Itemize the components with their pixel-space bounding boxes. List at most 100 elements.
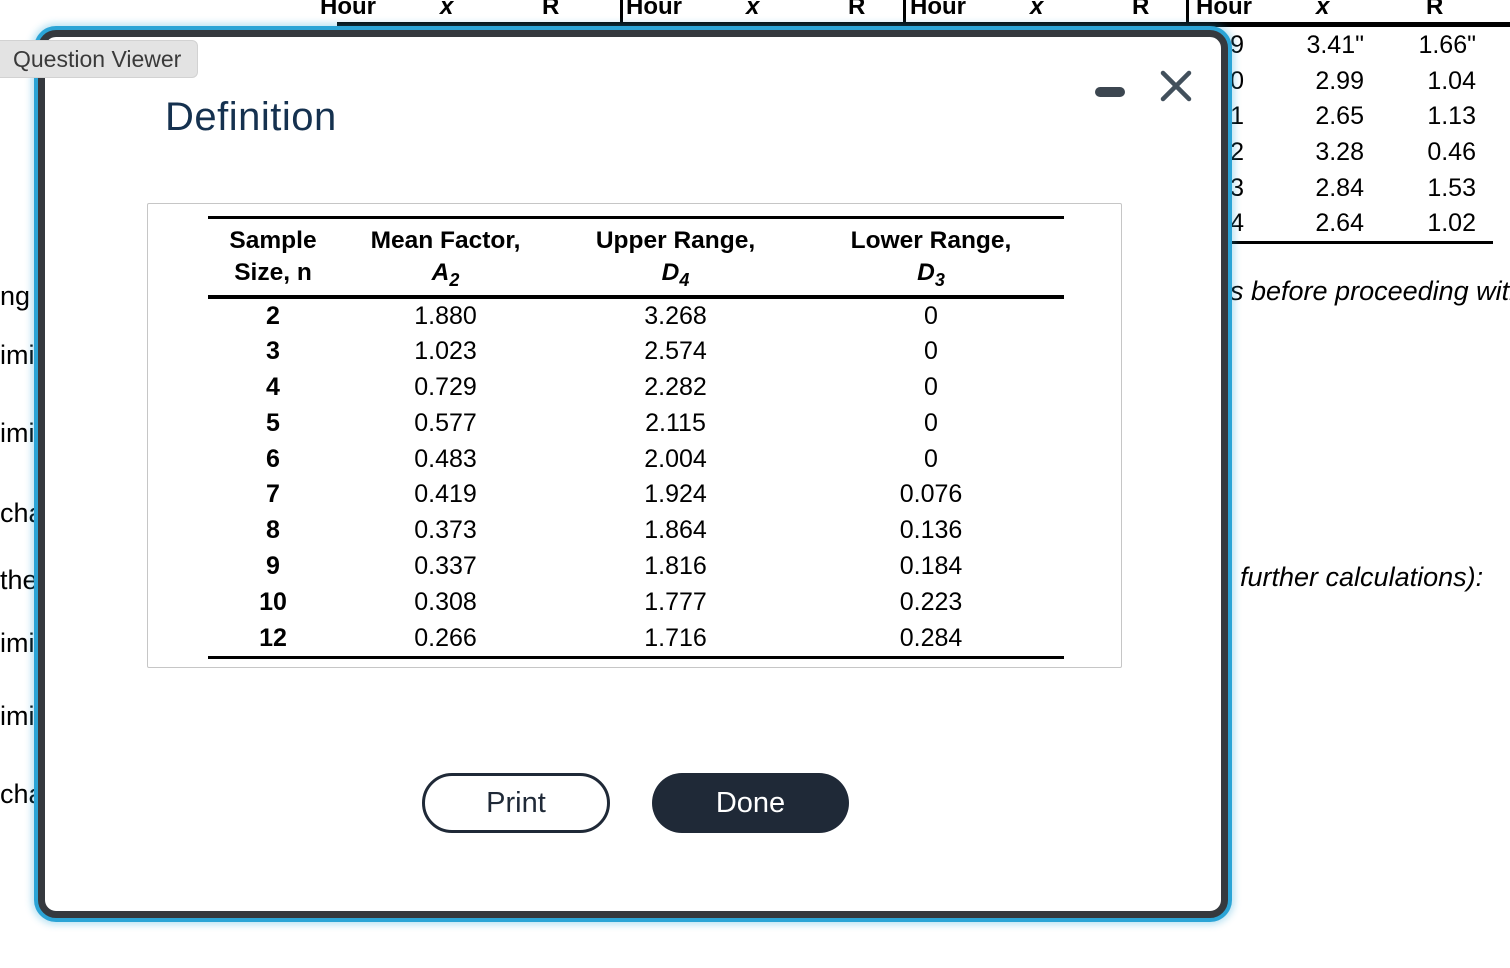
xbar-value: 3.28 <box>1315 138 1364 167</box>
minimize-icon[interactable] <box>1095 87 1125 97</box>
cell-sample-size: 5 <box>266 408 280 437</box>
constants-table-card: Sample Size, n Mean Factor, A2 Upper Ran… <box>147 203 1122 668</box>
range-value: 1.66" <box>1418 31 1476 59</box>
bg-instruction-text: further calculations): <box>1240 562 1484 592</box>
constants-table-header: Sample Size, n Mean Factor, A2 Upper Ran… <box>208 219 1064 295</box>
hour-value: 1 <box>1230 102 1244 131</box>
hour-value: 0 <box>1230 66 1244 95</box>
table-row: 10 0.308 1.777 0.223 <box>208 585 1064 621</box>
cell-upper-range: 1.816 <box>644 552 707 581</box>
bg-data-row: 3 2.84 1.53 <box>1224 171 1476 207</box>
cell-lower-range: 0 <box>924 444 938 473</box>
range-header: R <box>1132 0 1150 20</box>
cell-mean-factor: 0.266 <box>414 623 477 652</box>
cell-lower-range: 0.284 <box>899 623 963 652</box>
constants-table-body: 2 1.880 3.268 0 3 1.023 2.574 0 <box>208 299 1064 657</box>
xbar-value: 2.65 <box>1315 102 1364 131</box>
xbar-value: 2.99 <box>1315 66 1364 95</box>
bg-column-divider <box>1186 0 1189 28</box>
definition-dialog: Definition Sample Size, n Mean Factor, A <box>38 30 1228 918</box>
cell-sample-size: 7 <box>266 480 280 509</box>
bg-column-divider <box>903 0 906 28</box>
cell-upper-range: 1.864 <box>644 516 707 545</box>
xbar-value: 2.84 <box>1315 173 1364 202</box>
range-value: 1.04 <box>1427 66 1476 95</box>
table-rule <box>208 216 1064 219</box>
range-header: R <box>542 0 560 20</box>
range-value: 1.53 <box>1427 173 1476 202</box>
bg-text-fragment: the <box>0 565 38 595</box>
cell-lower-range: 0.076 <box>899 480 963 509</box>
table-row: 7 0.419 1.924 0.076 <box>208 477 1064 513</box>
range-value: 1.13 <box>1427 102 1476 131</box>
cell-sample-size: 6 <box>266 444 280 473</box>
cell-mean-factor: 0.729 <box>414 373 477 402</box>
cell-mean-factor: 0.373 <box>414 516 477 545</box>
cell-mean-factor: 0.308 <box>414 587 477 616</box>
bg-data-row: 2 3.28 0.46 <box>1224 135 1476 171</box>
xbar-header: x̄ <box>440 0 454 20</box>
bg-data-row: 4 2.64 1.02 <box>1224 206 1476 242</box>
hour-value: 4 <box>1230 209 1244 238</box>
table-rule <box>208 294 1064 299</box>
print-button[interactable]: Print <box>422 773 610 833</box>
bg-data-table: 9 3.41" 1.66" 0 2.99 1.04 1 2.65 1.13 2 … <box>1224 28 1476 242</box>
hour-header: Hour <box>910 0 966 20</box>
table-row: 8 0.373 1.864 0.136 <box>208 513 1064 549</box>
cell-mean-factor: 1.880 <box>414 301 477 330</box>
xbar-header: x̄ <box>1030 0 1044 20</box>
cell-mean-factor: 0.577 <box>414 408 477 437</box>
cell-sample-size: 8 <box>266 516 280 545</box>
close-icon[interactable] <box>1158 68 1194 104</box>
table-row: 9 0.337 1.816 0.184 <box>208 549 1064 585</box>
hour-header: Hour <box>626 0 682 20</box>
hour-value: 2 <box>1230 138 1244 167</box>
bg-text-fragment: cha <box>0 498 44 528</box>
cell-lower-range: 0 <box>924 373 938 402</box>
table-row: 12 0.266 1.716 0.284 <box>208 621 1064 657</box>
hour-value: 9 <box>1230 31 1244 59</box>
cell-mean-factor: 0.337 <box>414 552 477 581</box>
bg-text-fragment: imit <box>0 418 42 448</box>
bg-text-fragment: imit <box>0 340 42 370</box>
cell-lower-range: 0 <box>924 301 938 330</box>
cell-lower-range: 0.223 <box>899 587 963 616</box>
bg-table-bottom-rule <box>1232 241 1493 244</box>
bg-data-row: 1 2.65 1.13 <box>1224 99 1476 135</box>
header-sample-size: Sample Size, n <box>229 226 317 286</box>
question-viewer-chip: Question Viewer <box>0 40 198 78</box>
cell-lower-range: 0.184 <box>899 552 963 581</box>
table-rule <box>208 656 1064 660</box>
table-row: 6 0.483 2.004 0 <box>208 442 1064 478</box>
cell-sample-size: 9 <box>266 552 280 581</box>
hour-header: Hour <box>320 0 376 20</box>
xbar-header: x̄ <box>746 0 760 20</box>
hour-header: Hour <box>1196 0 1252 20</box>
constants-table: Sample Size, n Mean Factor, A2 Upper Ran… <box>208 216 1064 660</box>
cell-upper-range: 2.574 <box>644 337 707 366</box>
table-row: 3 1.023 2.574 0 <box>208 334 1064 370</box>
cell-lower-range: 0.136 <box>899 516 963 545</box>
cell-mean-factor: 1.023 <box>414 337 477 366</box>
xbar-value: 2.64 <box>1315 209 1364 238</box>
cell-upper-range: 1.716 <box>644 623 707 652</box>
table-row: 2 1.880 3.268 0 <box>208 299 1064 335</box>
cell-upper-range: 3.268 <box>644 301 707 330</box>
dialog-title: Definition <box>165 95 337 139</box>
cell-mean-factor: 0.419 <box>414 480 477 509</box>
question-viewer-label: Question Viewer <box>13 45 182 72</box>
cell-sample-size: 12 <box>259 623 287 652</box>
cell-lower-range: 0 <box>924 337 938 366</box>
table-row: 5 0.577 2.115 0 <box>208 406 1064 442</box>
hour-value: 3 <box>1230 173 1244 202</box>
header-lower-range: Lower Range, D3 <box>850 226 1012 290</box>
done-button[interactable]: Done <box>652 773 849 833</box>
range-header: R <box>848 0 866 20</box>
table-row: 4 0.729 2.282 0 <box>208 370 1064 406</box>
bg-header-rule <box>337 22 1510 27</box>
header-upper-range: Upper Range, D4 <box>595 226 756 290</box>
xbar-header: x̄ <box>1316 0 1330 20</box>
bg-column-divider <box>620 0 623 28</box>
cell-upper-range: 1.924 <box>644 480 707 509</box>
